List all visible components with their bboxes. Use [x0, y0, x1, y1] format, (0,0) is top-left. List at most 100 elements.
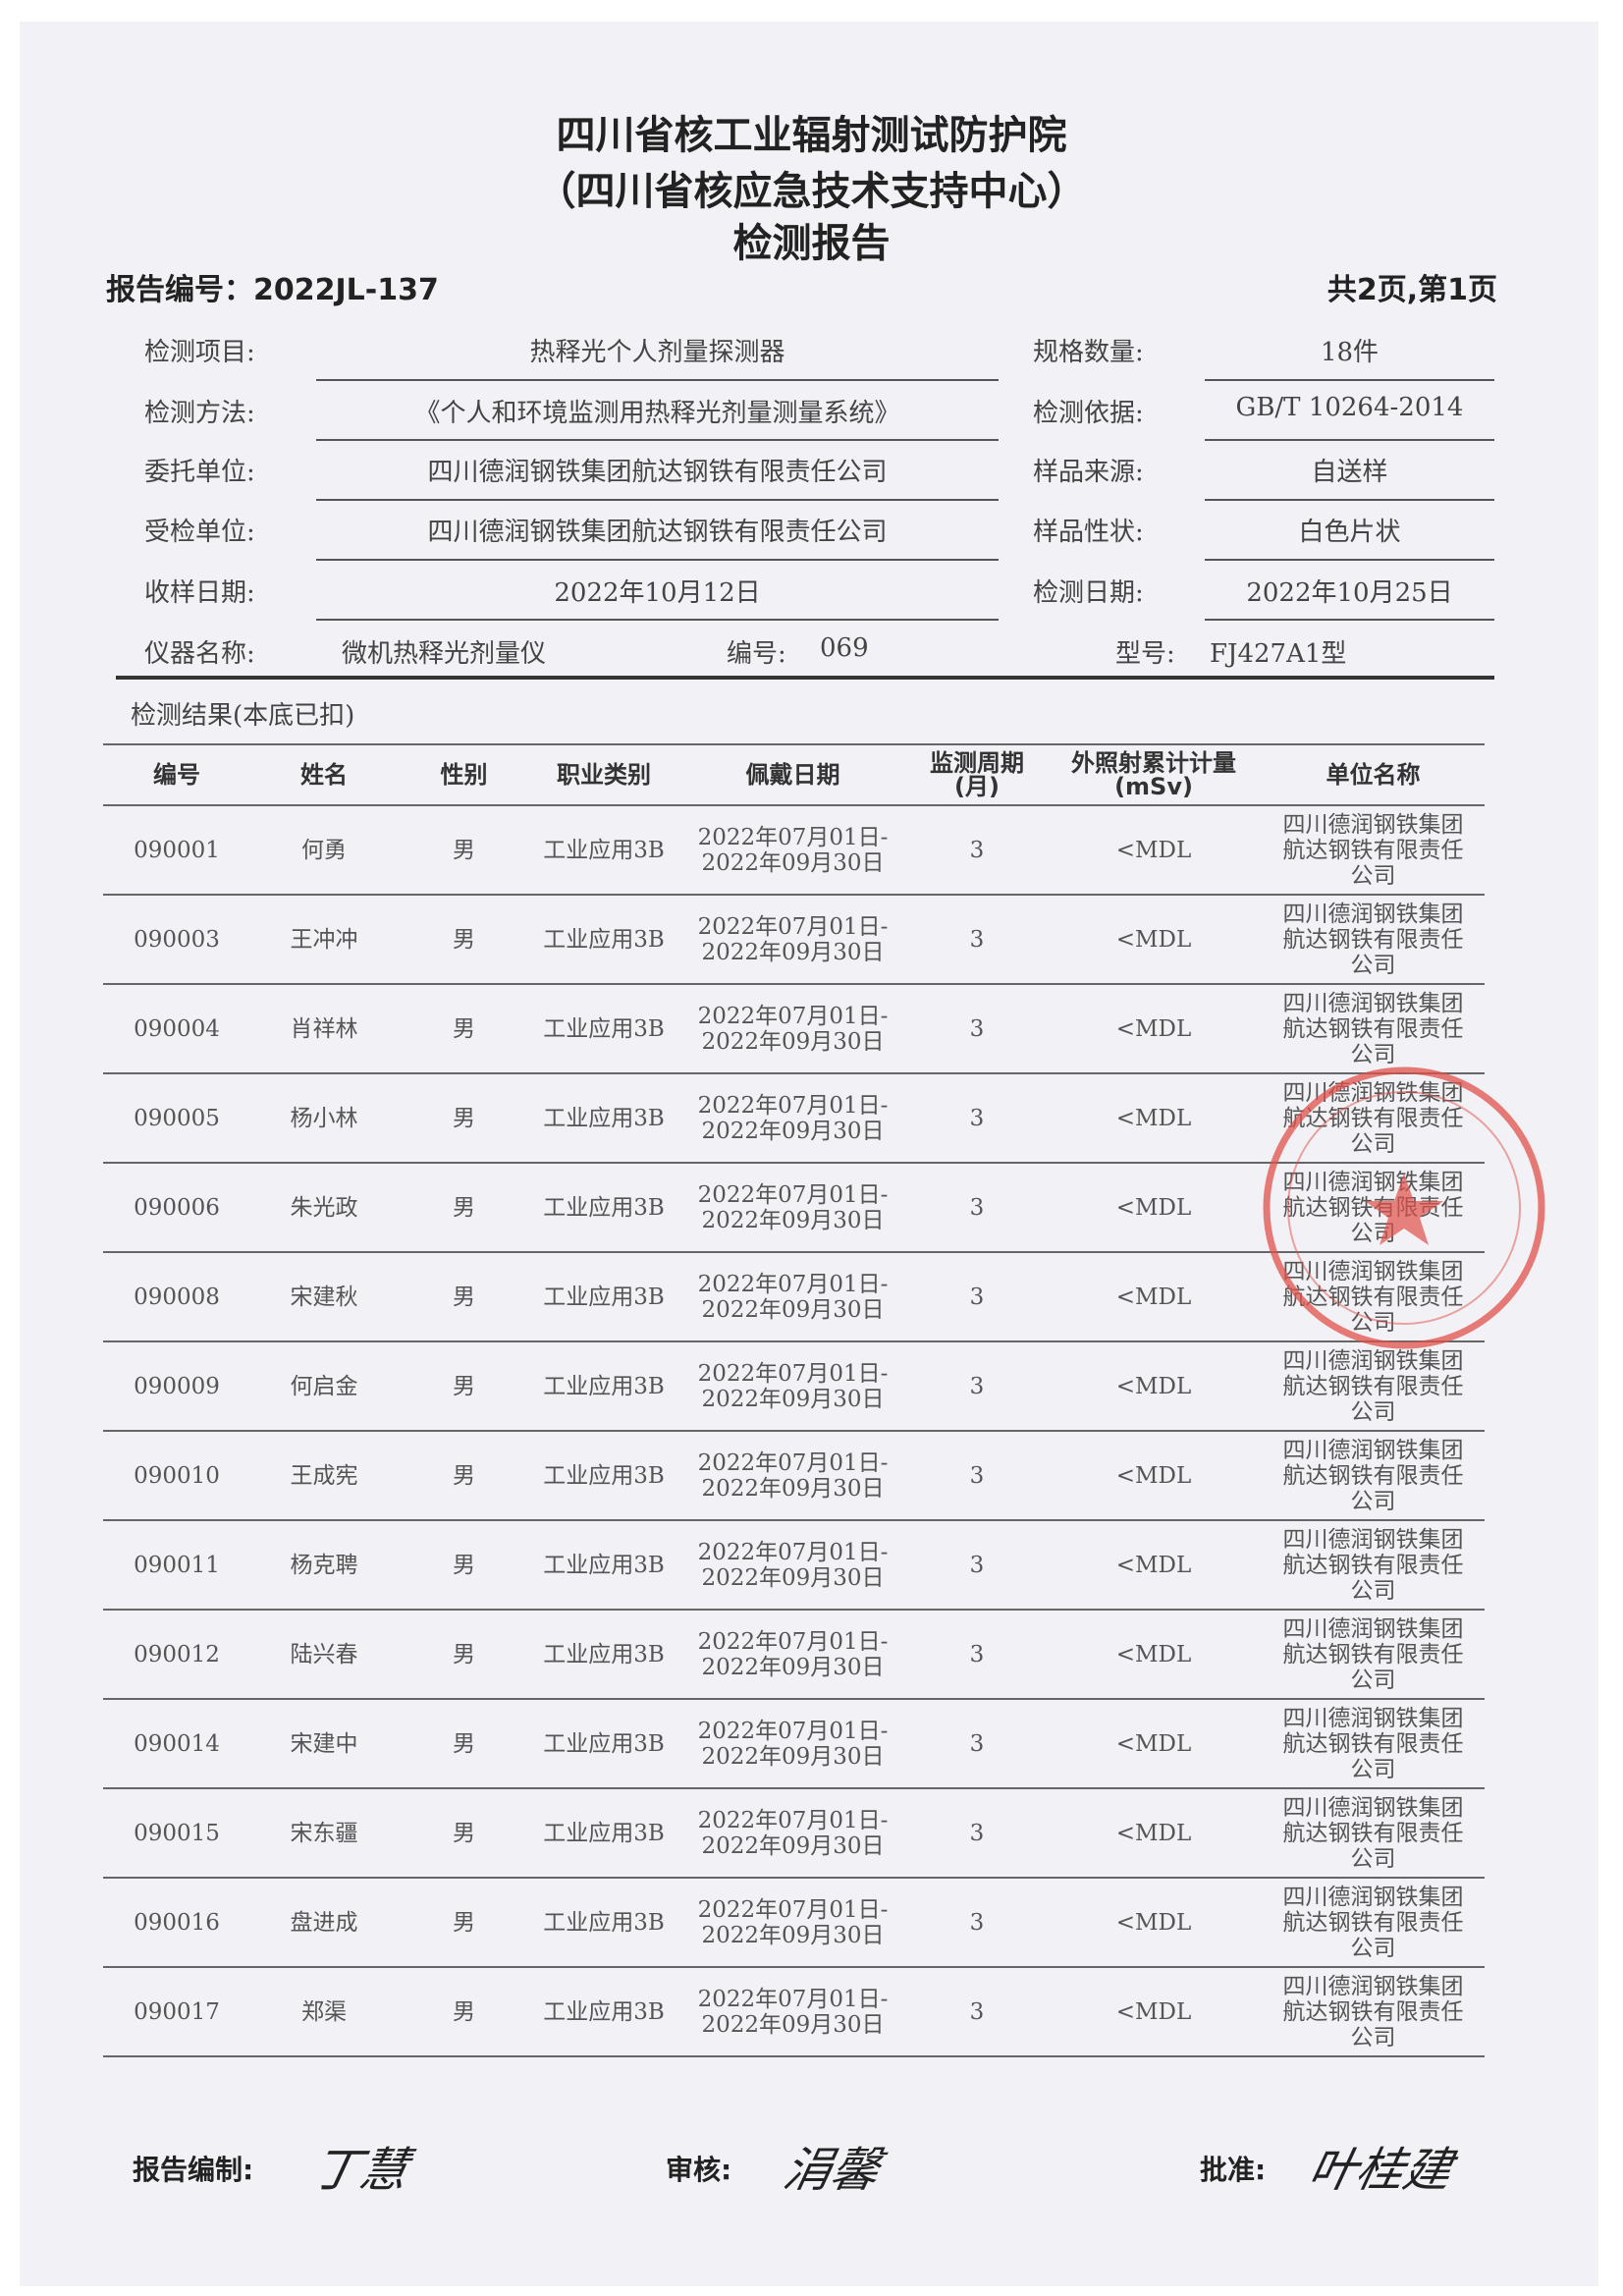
cell-dose: <MDL	[1046, 895, 1262, 985]
cell-wear-period: 2022年07月01日- 2022年09月30日	[677, 1252, 908, 1342]
table-row: 090011 杨克聘男工业应用3B 2022年07月01日- 2022年09月30日…	[103, 1520, 1485, 1611]
instrument-value: 微机热释光剂量仪	[342, 639, 547, 669]
cell-gender: 男	[398, 1073, 530, 1164]
cell-dose: <MDL	[1046, 1073, 1262, 1164]
divider	[316, 439, 999, 441]
cell-wear-period: 2022年07月01日- 2022年09月30日	[677, 1878, 908, 1968]
shape-value: 白色片状	[1298, 518, 1401, 547]
cell-monitor-months: 3	[908, 1163, 1046, 1253]
cell-id: 090015	[103, 1788, 250, 1879]
shape-label: 样品性状:	[1033, 518, 1144, 547]
cell-monitor-months: 3	[908, 1520, 1046, 1611]
cell-occupation: 工业应用3B	[530, 1341, 677, 1432]
test-date-label: 检测日期:	[1033, 578, 1144, 608]
thick-divider	[116, 676, 1494, 680]
cell-name: 王成宪	[250, 1431, 398, 1521]
cell-dose: <MDL	[1046, 805, 1262, 896]
table-row: 090017 郑渠男工业应用3B 2022年07月01日- 2022年09月30日 3…	[103, 1967, 1485, 2057]
cell-name: 王冲冲	[250, 895, 398, 985]
prepared-label: 报告编制:	[133, 2154, 254, 2186]
review-signature: 涓馨	[778, 2143, 885, 2198]
cell-name: 郑渠	[250, 1967, 398, 2057]
cell-occupation: 工业应用3B	[530, 1610, 677, 1700]
cell-wear-period: 2022年07月01日- 2022年09月30日	[677, 1431, 908, 1521]
institute-name: 四川省核工业辐射测试防护院	[556, 113, 1067, 158]
cell-unit: 四川德润钢铁集团 航达钢铁有限责任 公司	[1262, 1520, 1485, 1611]
cell-id: 090017	[103, 1967, 250, 2057]
cell-monitor-months: 3	[908, 1610, 1046, 1700]
divider	[316, 559, 999, 561]
model-value: FJ427A1型	[1210, 639, 1347, 669]
cell-name: 宋建中	[250, 1699, 398, 1789]
cell-occupation: 工业应用3B	[530, 1878, 677, 1968]
table-row: 090014 宋建中男工业应用3B 2022年07月01日- 2022年09月30日…	[103, 1699, 1485, 1789]
cell-monitor-months: 3	[908, 1878, 1046, 1968]
cell-gender: 男	[398, 1967, 530, 2057]
cell-gender: 男	[398, 1878, 530, 1968]
cell-unit: 四川德润钢铁集团 航达钢铁有限责任 公司	[1262, 1341, 1485, 1432]
model-label: 型号:	[1115, 639, 1175, 669]
cell-name: 杨克聘	[250, 1520, 398, 1611]
cell-dose: <MDL	[1046, 1699, 1262, 1789]
divider	[1205, 379, 1494, 381]
method-label: 检测方法:	[144, 399, 255, 428]
test-date-value: 2022年10月25日	[1246, 578, 1453, 608]
cell-wear-period: 2022年07月01日- 2022年09月30日	[677, 805, 908, 896]
cell-dose: <MDL	[1046, 1967, 1262, 2057]
cell-unit: 四川德润钢铁集团 航达钢铁有限责任 公司	[1262, 1073, 1485, 1164]
cell-name: 肖祥林	[250, 984, 398, 1074]
cell-dose: <MDL	[1046, 1431, 1262, 1521]
inspected-label: 受检单位:	[144, 518, 255, 547]
cell-unit: 四川德润钢铁集团 航达钢铁有限责任 公司	[1262, 1967, 1485, 2057]
cell-occupation: 工业应用3B	[530, 1699, 677, 1789]
cell-id: 090004	[103, 984, 250, 1074]
cell-name: 杨小林	[250, 1073, 398, 1164]
receive-date-label: 收样日期:	[144, 578, 255, 608]
cell-occupation: 工业应用3B	[530, 984, 677, 1074]
cell-occupation: 工业应用3B	[530, 1252, 677, 1342]
cell-unit: 四川德润钢铁集团 航达钢铁有限责任 公司	[1262, 1878, 1485, 1968]
report-title: 检测报告	[732, 221, 891, 266]
divider	[316, 379, 999, 381]
inspected-value: 四川德润钢铁集团航达钢铁有限责任公司	[427, 518, 888, 547]
approve-signature: 叶桂建	[1303, 2143, 1457, 2198]
cell-gender: 男	[398, 895, 530, 985]
cell-dose: <MDL	[1046, 1610, 1262, 1700]
table-row: 090015 宋东疆男工业应用3B 2022年07月01日- 2022年09月30日…	[103, 1788, 1485, 1879]
cell-gender: 男	[398, 1788, 530, 1879]
cell-monitor-months: 3	[908, 1431, 1046, 1521]
header-wear-period: 佩戴日期	[677, 743, 908, 806]
cell-wear-period: 2022年07月01日- 2022年09月30日	[677, 1073, 908, 1164]
cell-wear-period: 2022年07月01日- 2022年09月30日	[677, 895, 908, 985]
cell-occupation: 工业应用3B	[530, 1520, 677, 1611]
cell-id: 090001	[103, 805, 250, 896]
cell-gender: 男	[398, 1431, 530, 1521]
cell-unit: 四川德润钢铁集团 航达钢铁有限责任 公司	[1262, 1431, 1485, 1521]
divider	[316, 619, 999, 621]
cell-name: 何勇	[250, 805, 398, 896]
cell-id: 090014	[103, 1699, 250, 1789]
item-value: 热释光个人剂量探测器	[529, 338, 785, 367]
cell-monitor-months: 3	[908, 1967, 1046, 2057]
divider	[1205, 499, 1494, 501]
cell-unit: 四川德润钢铁集团 航达钢铁有限责任 公司	[1262, 895, 1485, 985]
cell-dose: <MDL	[1046, 1788, 1262, 1879]
header-dose: 外照射累计计量 (mSv)	[1046, 743, 1262, 806]
cell-monitor-months: 3	[908, 1073, 1046, 1164]
source-value: 自送样	[1311, 458, 1388, 487]
review-label: 审核:	[666, 2154, 732, 2186]
table-row: 090009 何启金男工业应用3B 2022年07月01日- 2022年09月30日…	[103, 1341, 1485, 1432]
cell-wear-period: 2022年07月01日- 2022年09月30日	[677, 1520, 908, 1611]
cell-gender: 男	[398, 984, 530, 1074]
cell-gender: 男	[398, 1520, 530, 1611]
cell-id: 090011	[103, 1520, 250, 1611]
cell-occupation: 工业应用3B	[530, 1163, 677, 1253]
cell-wear-period: 2022年07月01日- 2022年09月30日	[677, 984, 908, 1074]
cell-dose: <MDL	[1046, 1878, 1262, 1968]
cell-name: 陆兴春	[250, 1610, 398, 1700]
cell-name: 盘进成	[250, 1878, 398, 1968]
cell-monitor-months: 3	[908, 1788, 1046, 1879]
item-label: 检测项目:	[144, 338, 255, 367]
cell-gender: 男	[398, 805, 530, 896]
cell-occupation: 工业应用3B	[530, 895, 677, 985]
